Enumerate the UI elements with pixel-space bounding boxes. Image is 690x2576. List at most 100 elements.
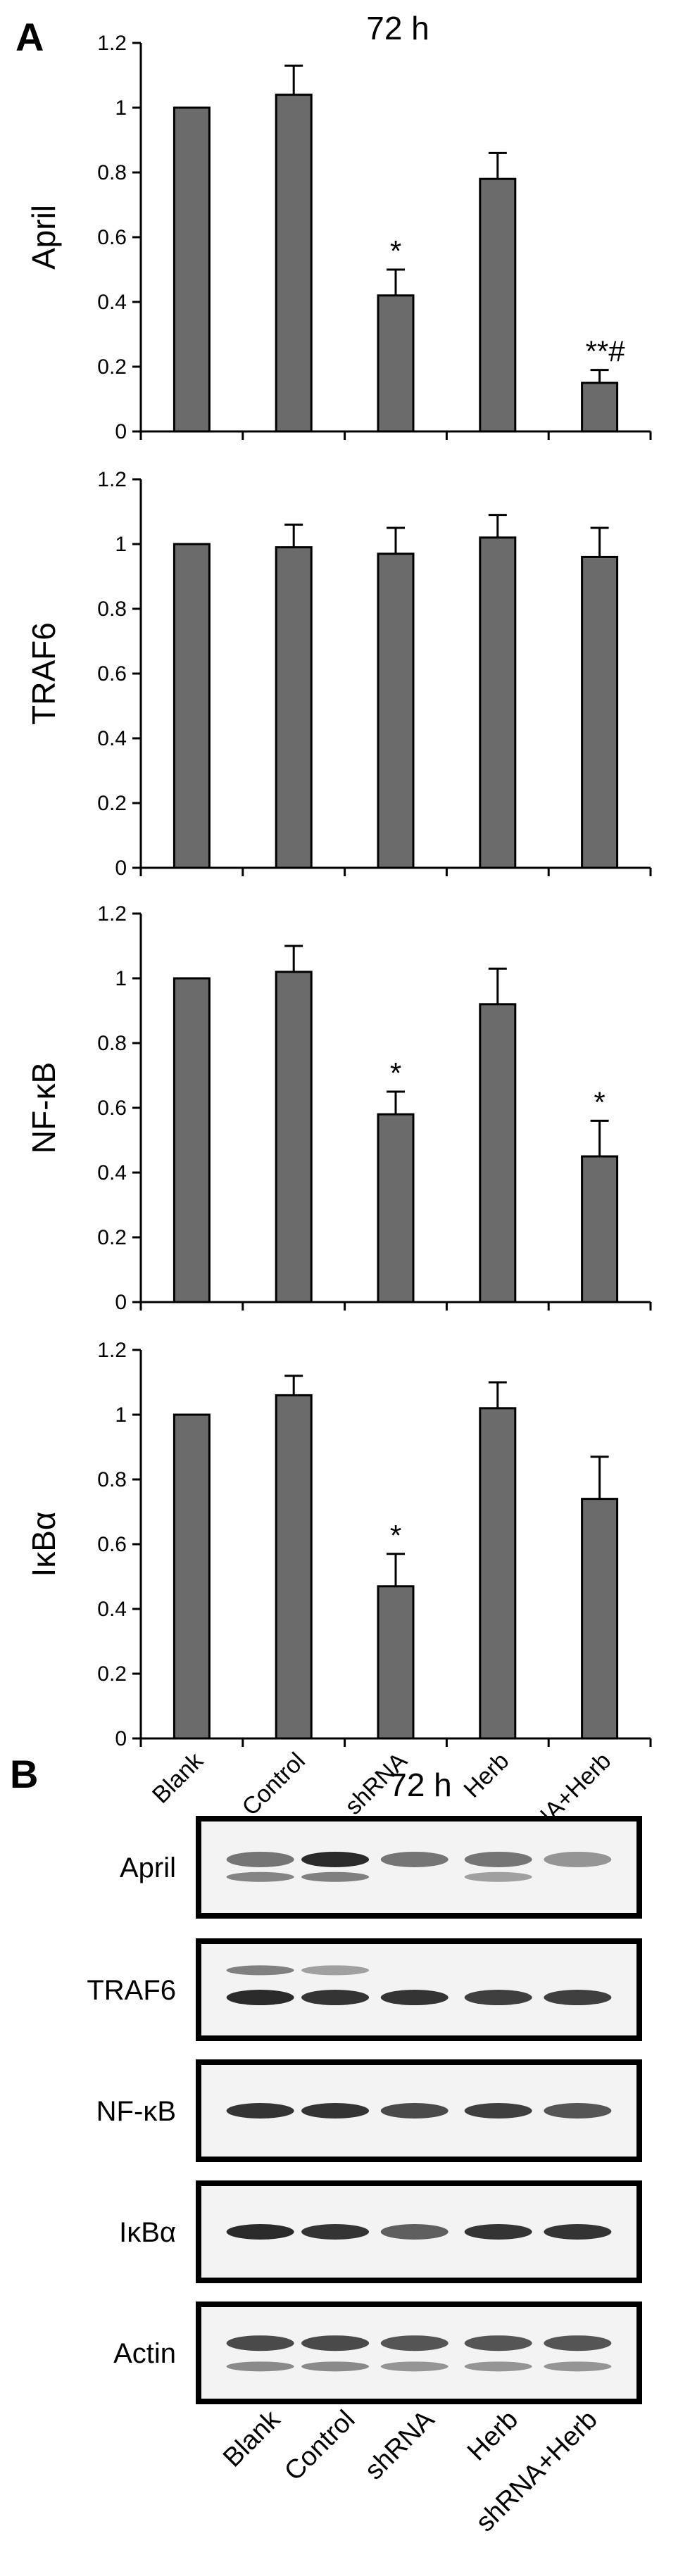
panel-b-letter: B: [10, 1752, 38, 1796]
blot-band: [301, 2335, 370, 2351]
blot-band: [544, 2224, 612, 2240]
blot-band: [544, 2361, 612, 2372]
bar: [479, 177, 517, 433]
y-tick-label: 0.6: [97, 662, 127, 686]
significance-marker: *: [594, 1085, 605, 1118]
y-tick-label: 1.2: [97, 1339, 127, 1362]
blot-2: TRAF6: [87, 1938, 642, 2041]
y-tick-label: 0.8: [97, 598, 127, 621]
blot-5: Actin: [113, 2302, 642, 2404]
y-tick-label: 0.4: [97, 291, 127, 314]
y-axis-label: NF-κB: [25, 1062, 62, 1154]
y-axis-label: April: [25, 205, 62, 270]
lane-label: Control: [279, 2405, 360, 2487]
blot-band: [301, 1871, 370, 1882]
y-tick-label: 0: [115, 1727, 127, 1750]
blot-band: [301, 1851, 370, 1867]
bar: [275, 94, 313, 433]
y-tick-label: 0.6: [97, 226, 127, 249]
y-axis-label: TRAF6: [25, 622, 62, 725]
chart-3: 0 0.2 0.4 0.6 0.8 1 1.2 NF-κB * *: [25, 902, 652, 1314]
y-tick-label: 0.4: [97, 727, 127, 750]
y-tick-label: 0.2: [97, 792, 127, 815]
bar: [479, 536, 517, 869]
bar: [581, 1498, 619, 1740]
y-tick-label: 1: [115, 96, 127, 120]
x-category-label: Herb: [458, 1748, 514, 1803]
lane-label: Blank: [218, 2404, 287, 2473]
blot-band: [226, 2103, 294, 2119]
bar: [275, 1394, 313, 1740]
bar: [581, 555, 619, 869]
y-tick-label: 1.2: [97, 468, 127, 491]
blot-band: [464, 1871, 532, 1882]
blot-band: [301, 1990, 370, 2006]
x-category-label: Control: [237, 1748, 310, 1821]
blot-band: [464, 2103, 532, 2119]
bar: [479, 1003, 517, 1303]
blot-band: [464, 2335, 532, 2351]
blot-band: [226, 1851, 294, 1867]
y-tick-label: 0.8: [97, 1468, 127, 1491]
blot-band: [464, 1851, 532, 1867]
y-axis-label: IκBα: [25, 1511, 62, 1577]
blot-band: [380, 2361, 448, 2372]
blot-band: [380, 1990, 448, 2006]
bar: [377, 294, 415, 433]
significance-marker: *: [390, 234, 401, 267]
bar: [172, 543, 211, 869]
bar: [172, 977, 211, 1303]
y-tick-label: 0.6: [97, 1097, 127, 1120]
blot-band: [226, 2335, 294, 2351]
blot-frame: [196, 1816, 642, 1919]
blot-band: [544, 1990, 612, 2006]
y-tick-label: 1: [115, 967, 127, 990]
y-tick-label: 1.2: [97, 902, 127, 926]
bar: [479, 1407, 517, 1740]
blot-label: April: [120, 1852, 176, 1883]
bar: [581, 1155, 619, 1303]
chart-1: 0 0.2 0.4 0.6 0.8 1 1.2 April * **#: [25, 32, 652, 443]
blot-1: April: [120, 1816, 642, 1919]
bar: [377, 1113, 415, 1303]
y-tick-label: 0.6: [97, 1533, 127, 1556]
y-tick-label: 0.4: [97, 1598, 127, 1621]
y-tick-label: 0.2: [97, 355, 127, 379]
blot-band: [226, 1990, 294, 2006]
bar: [275, 971, 313, 1303]
y-tick-label: 1: [115, 1403, 127, 1427]
blot-band: [301, 2361, 370, 2372]
blot-label: TRAF6: [87, 1975, 176, 2006]
significance-marker: *: [390, 1519, 401, 1552]
blot-band: [301, 1965, 370, 1976]
blot-band: [544, 1851, 612, 1867]
blot-band: [464, 2224, 532, 2240]
panel-a-letter: A: [15, 15, 44, 59]
y-tick-label: 0.2: [97, 1662, 127, 1686]
blot-band: [380, 1851, 448, 1867]
y-tick-label: 0: [115, 857, 127, 880]
blot-band: [544, 2103, 612, 2119]
blot-label: Actin: [113, 2338, 176, 2369]
blot-band: [226, 1965, 294, 1976]
significance-marker: **#: [586, 335, 626, 368]
blot-band: [380, 2103, 448, 2119]
blot-band: [226, 2224, 294, 2240]
y-tick-label: 0: [115, 420, 127, 443]
bar: [172, 1413, 211, 1740]
blot-3: NF-κB: [96, 2059, 642, 2162]
bar: [377, 553, 415, 869]
blot-band: [380, 2224, 448, 2240]
blot-4: IκBα: [119, 2180, 642, 2283]
bar: [275, 546, 313, 869]
blot-band: [301, 2103, 370, 2119]
blot-frame: [196, 1938, 642, 2041]
blot-label: NF-κB: [96, 2096, 176, 2127]
lane-label: Herb: [462, 2405, 524, 2467]
y-tick-label: 0: [115, 1291, 127, 1314]
y-tick-label: 0.8: [97, 1032, 127, 1055]
blot-band: [544, 2335, 612, 2351]
y-tick-label: 0.2: [97, 1226, 127, 1249]
bar: [581, 381, 619, 433]
